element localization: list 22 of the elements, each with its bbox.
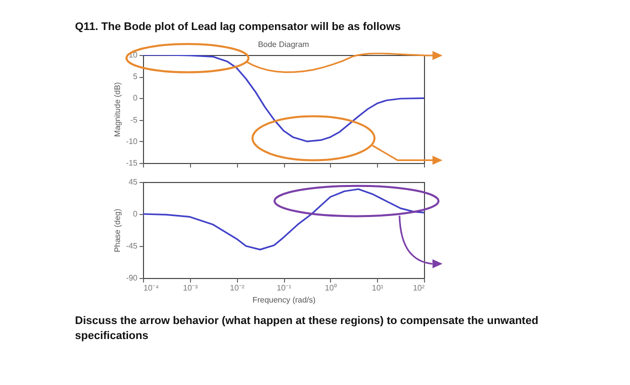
y-tick-label: -90	[126, 274, 138, 282]
x-tick-label: 10⁰	[324, 284, 337, 292]
x-tick-label: 10⁻³	[183, 284, 198, 292]
x-axis-title: Frequency (rad/s)	[252, 296, 316, 304]
y-tick-label: -5	[130, 115, 138, 124]
y-axis-title: Phase (deg)	[112, 208, 122, 252]
y-tick-label: -15	[126, 158, 138, 168]
x-tick-label: 10²	[412, 284, 425, 292]
x-tick-label: 10⁻⁴	[144, 284, 160, 292]
y-tick-label: -10	[126, 136, 138, 146]
text: Discuss the arrow behavior (what happen at these regions) to compensate the unwanted specifications	[75, 314, 540, 344]
y-tick-label: 45	[128, 178, 138, 186]
x-tick-label: 10⁻²	[230, 284, 245, 292]
y-axis-title: Magnitude (dB)	[112, 82, 122, 137]
y-tick-label: 5	[133, 72, 138, 82]
x-tick-label: 10¹	[372, 284, 384, 292]
chart-title: Q11. The Bode plot of Lead lag compensator will be as follows	[75, 21, 401, 33]
chart-subtitle: Bode Diagram	[258, 40, 310, 49]
y-tick-label: -45	[126, 242, 138, 250]
y-tick-label: 0	[133, 210, 138, 218]
x-tick-label: 10⁻¹	[276, 284, 292, 292]
y-tick-label: 0	[133, 94, 138, 103]
